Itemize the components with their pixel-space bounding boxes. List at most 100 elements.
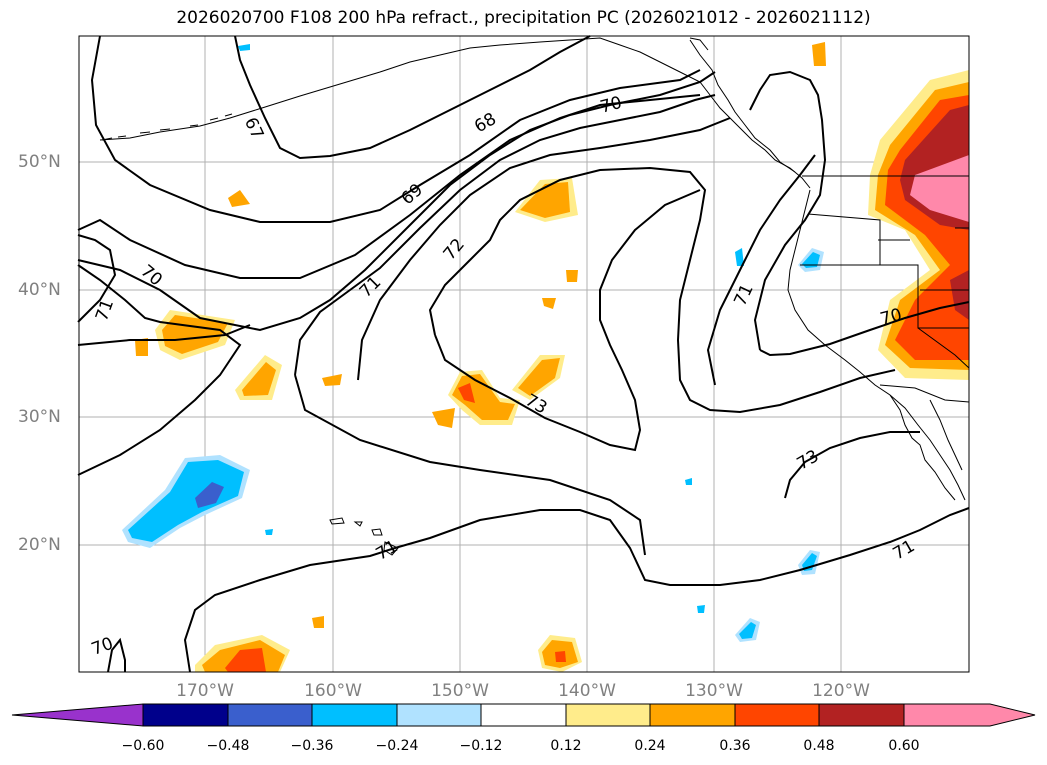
precip-area-15n-132w <box>697 605 705 613</box>
contour-labels: 67 68 69 70 70 70 70 71 71 71 71 72 73 7… <box>89 93 919 660</box>
lon-label-130w: 130°W <box>685 681 743 701</box>
precip-area-nevada <box>950 270 969 320</box>
gridlines <box>79 36 969 672</box>
colorbar-tick-label: −0.48 <box>206 738 250 754</box>
contour-label: 71 <box>730 281 757 309</box>
contour-70-sw <box>107 637 126 673</box>
precip-area-32n-157w <box>322 374 342 386</box>
refractivity-contours <box>77 35 970 673</box>
precip-area-13n-142w-strong <box>555 651 566 662</box>
lon-label-150w: 150°W <box>431 681 489 701</box>
colorbar-tick-label: −0.12 <box>459 738 503 754</box>
precip-negative-areas <box>122 44 824 642</box>
contour-70-west <box>77 264 242 476</box>
colorbar-box <box>818 703 905 727</box>
precip-area-58n-169w <box>238 44 250 51</box>
contour-72 <box>357 117 731 381</box>
precip-area-31n-148w-core <box>452 374 515 420</box>
precip-area-56n-123w <box>812 42 826 66</box>
colorbar-box <box>227 703 313 727</box>
colorbar-box <box>396 703 482 727</box>
precip-area-west-us-max <box>910 155 969 222</box>
contour-label: 70 <box>137 261 166 290</box>
colorbar-extend-max <box>903 703 1036 727</box>
colorbar-box <box>480 703 567 727</box>
precip-area-31n-148w-strong <box>458 383 475 403</box>
colorbar-tick-label: 0.12 <box>550 738 582 754</box>
colorbar <box>11 703 1036 727</box>
contour-label: 70 <box>89 634 116 660</box>
colorbar-tick-label: −0.36 <box>290 738 334 754</box>
oregon-washington-border <box>807 213 881 265</box>
california-nevada-border <box>917 265 970 369</box>
colorbar-tick-label: 0.36 <box>719 738 751 754</box>
contour-71-west-south <box>77 324 251 346</box>
contour-69 <box>77 94 701 279</box>
colorbar-tick-label: 0.24 <box>634 738 666 754</box>
contour-71-loop <box>294 374 646 556</box>
hawaii-islands <box>329 517 399 556</box>
contour-70-mid <box>77 71 716 332</box>
contour-label: 72 <box>440 235 469 264</box>
precip-area-12n-165w-strong <box>225 648 266 672</box>
chart-title: 2026020700 F108 200 hPa refract., precip… <box>176 8 871 28</box>
colorbar-box <box>649 703 736 727</box>
contour-73-east <box>784 431 920 499</box>
precip-area-30n-150w <box>432 408 455 428</box>
lat-label-20n: 20°N <box>18 535 61 555</box>
precip-area-38n-145w <box>542 298 556 309</box>
aleutian-islands <box>101 113 233 141</box>
colorbar-box <box>311 703 398 727</box>
precip-area-42n-124w-core <box>802 252 820 268</box>
contour-label: 68 <box>471 109 500 137</box>
contour-70-east-north <box>749 70 827 351</box>
contour-73-a <box>428 166 896 414</box>
contour-70-east <box>759 301 970 357</box>
precip-area-13n-129w-core <box>739 622 756 639</box>
precip-area-33n-142w-core <box>518 358 560 396</box>
precip-area-23n-170w-strong <box>195 482 224 508</box>
contour-71-mid <box>294 94 716 376</box>
contour-68 <box>90 35 701 223</box>
contour-label: 71 <box>92 297 118 324</box>
state-line-inner <box>878 239 969 291</box>
precip-area-23n-170w-core <box>128 460 244 542</box>
contour-label: 67 <box>240 114 267 142</box>
alaska-peninsula-coast <box>99 37 811 189</box>
alaska-canada-border <box>689 37 709 51</box>
colorbar-tick-label: −0.60 <box>121 738 165 754</box>
contour-71-south <box>183 507 970 673</box>
precip-area-21n-164w <box>265 529 273 535</box>
contour-label: 70 <box>598 93 624 118</box>
precip-area-32n-165w-core <box>242 362 276 396</box>
lon-label-140w: 140°W <box>558 681 616 701</box>
contour-73-b <box>434 189 701 452</box>
lat-label-40n: 40°N <box>18 280 61 300</box>
lon-label-170w: 170°W <box>176 681 234 701</box>
colorbar-tick-label: 0.60 <box>888 738 920 754</box>
lat-label-50n: 50°N <box>18 152 61 172</box>
colorbar-tick-label: −0.24 <box>375 738 419 754</box>
precip-area-47n-167w <box>228 190 250 207</box>
precip-area-43n-129w <box>735 248 744 266</box>
gulf-of-california-coast <box>929 399 963 471</box>
us-west-coast <box>787 189 966 501</box>
colorbar-box <box>565 703 651 727</box>
precip-area-45n-140w-core <box>520 182 570 218</box>
lon-label-160w: 160°W <box>304 681 362 701</box>
contour-71-east <box>706 154 816 386</box>
colorbar-tick-label: 0.48 <box>803 738 835 754</box>
us-mexico-border <box>879 384 970 403</box>
precip-area-14n-162w <box>312 616 324 628</box>
contour-label: 71 <box>373 537 402 565</box>
precip-area-41n-141w <box>566 270 578 282</box>
colorbar-extend-min <box>11 703 144 727</box>
precip-area-36n-175w <box>135 338 148 356</box>
precip-positive-areas <box>135 42 969 672</box>
colorbar-box <box>142 703 229 727</box>
bc-coast <box>689 39 796 173</box>
contour-71-west <box>77 234 117 323</box>
contour-67 <box>234 35 591 160</box>
coastlines <box>99 37 966 556</box>
